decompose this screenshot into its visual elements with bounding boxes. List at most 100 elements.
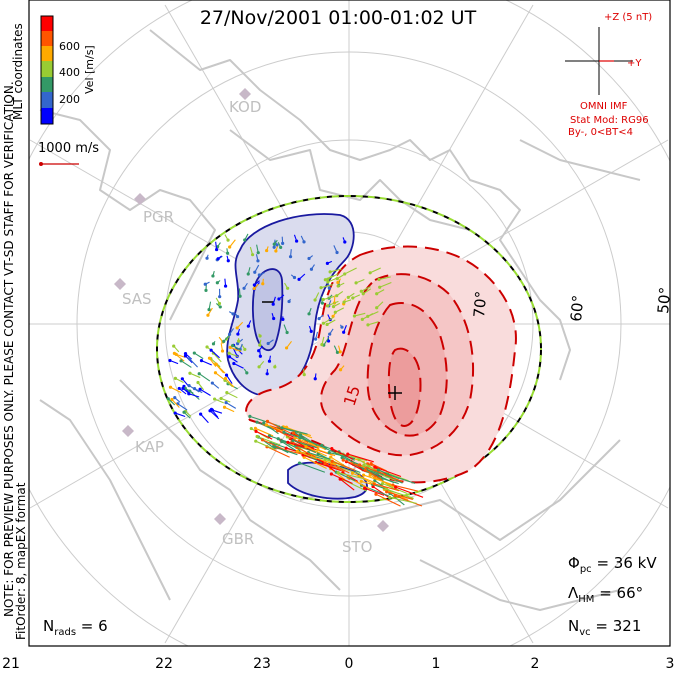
velocity-vector	[331, 473, 353, 484]
velocity-vector	[215, 241, 218, 250]
velocity-vector	[224, 406, 235, 413]
velocity-vector	[262, 278, 264, 284]
velocity-vector	[392, 484, 419, 492]
velocity-vector	[215, 363, 225, 374]
velocity-vector	[173, 345, 180, 353]
velocity-vector	[281, 427, 308, 435]
velocity-vector	[201, 360, 212, 366]
velocity-vector	[194, 352, 204, 360]
velocity-vector	[343, 325, 347, 333]
velocity-vector	[238, 288, 241, 297]
velocity-vector	[232, 345, 242, 351]
velocity-vector	[247, 320, 252, 327]
velocity-vector	[226, 255, 229, 261]
velocity-vector	[331, 448, 354, 460]
radar-count: Nrads = 6	[43, 617, 108, 638]
velocity-vector	[308, 325, 312, 332]
velocity-vector	[374, 483, 400, 492]
velocity-vector	[209, 357, 217, 367]
velocity-vector	[182, 387, 189, 394]
potential-max-marker	[388, 386, 402, 400]
velocity-vector	[228, 352, 239, 358]
velocity-vector	[189, 372, 201, 379]
coordinate-system-label: MLT coordinates	[11, 23, 25, 120]
velocity-vector	[259, 339, 262, 346]
velocity-vector	[308, 307, 312, 315]
velocity-vector	[224, 379, 233, 388]
velocity-vector	[258, 436, 274, 449]
velocity-vector	[286, 340, 292, 349]
velocity-vector	[333, 302, 341, 308]
velocity-vector	[299, 462, 326, 473]
velocity-vector	[255, 430, 273, 440]
velocity-vector	[239, 343, 243, 350]
velocity-vector	[185, 387, 194, 394]
velocity-vector	[274, 364, 276, 368]
velocity-vector	[327, 277, 337, 283]
velocity-vector	[199, 388, 211, 396]
velocity-vector	[298, 273, 306, 280]
velocity-vector	[394, 495, 423, 507]
plot-frame	[28, 0, 671, 647]
velocity-vector	[284, 282, 289, 289]
velocity-vector	[314, 373, 317, 379]
velocity-vector	[333, 345, 338, 353]
velocity-vector	[338, 472, 366, 480]
preview-note: NOTE: FOR PREVIEW PURPOSES ONLY. PLEASE …	[2, 81, 16, 617]
velocity-vector	[283, 431, 305, 440]
velocity-vector	[352, 472, 376, 484]
velocity-vector	[177, 403, 188, 411]
velocity-vector	[171, 399, 180, 408]
velocity-vector	[234, 312, 239, 317]
velocity-vector	[249, 246, 254, 255]
velocity-vector	[243, 368, 248, 374]
velocity-vector	[277, 242, 282, 248]
velocity-vector	[329, 328, 334, 335]
cross-polar-potential: Φpc = 36 kV	[568, 554, 657, 575]
velocity-vector	[389, 496, 417, 504]
velocity-vector	[386, 491, 414, 500]
station-label-sto: STO	[342, 538, 373, 556]
station-label-pgr: PGR	[143, 208, 174, 226]
velocity-vector	[333, 245, 338, 253]
velocity-vector	[378, 276, 391, 281]
velocity-vector	[258, 345, 264, 352]
velocity-vector	[376, 289, 385, 295]
velocity-vector	[287, 441, 315, 451]
colorbar-tick-600: 600	[59, 40, 80, 53]
velocity-vector	[167, 398, 176, 406]
velocity-vector	[300, 235, 305, 243]
velocity-scale: 1000 m/s	[38, 141, 99, 166]
velocity-vector	[387, 472, 409, 482]
velocity-vector	[272, 296, 276, 305]
velocity-vector	[175, 412, 186, 418]
velocity-vector	[220, 397, 231, 403]
velocity-vector	[317, 449, 336, 457]
velocity-vector	[338, 466, 361, 475]
velocity-vector	[226, 392, 238, 399]
velocity-vector	[266, 424, 284, 432]
velocity-vector	[320, 296, 323, 304]
velocity-vector	[321, 336, 325, 345]
velocity-vector	[205, 281, 210, 285]
velocity-vector	[200, 413, 209, 424]
mlt-tick-3: 3	[666, 656, 675, 672]
velocity-vector	[303, 368, 305, 375]
velocity-vector	[271, 313, 275, 319]
velocity-vector	[343, 299, 352, 303]
velocity-vector	[354, 312, 366, 317]
velocity-vector	[346, 461, 366, 473]
velocity-vector	[375, 493, 401, 507]
latitude-label-60: 60°	[567, 294, 587, 322]
velocity-vector	[214, 398, 224, 404]
mlt-tick-0: 0	[345, 656, 354, 672]
velocity-vector	[224, 278, 227, 287]
velocity-vector	[331, 460, 356, 471]
velocity-vector	[323, 295, 335, 301]
velocity-vectors	[166, 233, 424, 507]
imf-clock: +Z (5 nT) +Y OMNI IMF Stat Mod: RG96 By-…	[565, 12, 652, 138]
velocity-vector	[268, 355, 271, 362]
velocity-vector	[175, 377, 184, 383]
velocity-vector	[189, 358, 198, 368]
velocity-vector	[256, 244, 259, 253]
